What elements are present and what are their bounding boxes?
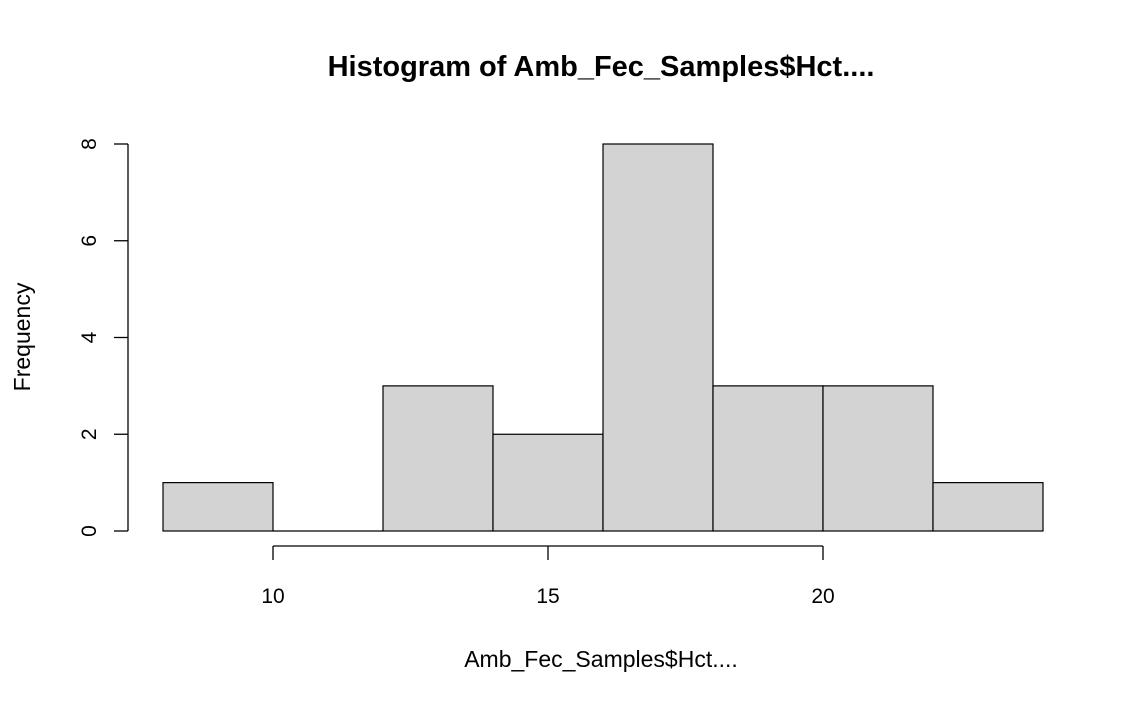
- y-axis-label: Frequency: [9, 282, 35, 391]
- y-tick-label: 4: [78, 331, 101, 343]
- y-tick-label: 2: [78, 428, 101, 440]
- y-tick-label: 0: [78, 525, 101, 537]
- histogram-bar: [382, 385, 494, 532]
- y-tick-label: 8: [78, 138, 101, 150]
- x-axis: 10 15 20: [261, 545, 835, 608]
- y-axis: 0 2 4 6 8: [78, 138, 129, 537]
- histogram-bar: [162, 482, 274, 532]
- x-tick-label: 20: [811, 585, 834, 608]
- x-tick-label: 15: [536, 585, 559, 608]
- chart-title: Histogram of Amb_Fec_Samples$Hct....: [328, 51, 875, 83]
- histogram-bar: [932, 482, 1044, 532]
- x-axis-label: Amb_Fec_Samples$Hct....: [464, 646, 738, 672]
- y-tick-label: 6: [78, 235, 101, 247]
- x-tick-label: 10: [261, 585, 284, 608]
- histogram-bar: [712, 385, 824, 532]
- bars-group: [162, 143, 1044, 532]
- histogram-bar: [822, 385, 934, 532]
- histogram-bar: [602, 143, 714, 532]
- histogram-bar: [492, 433, 604, 532]
